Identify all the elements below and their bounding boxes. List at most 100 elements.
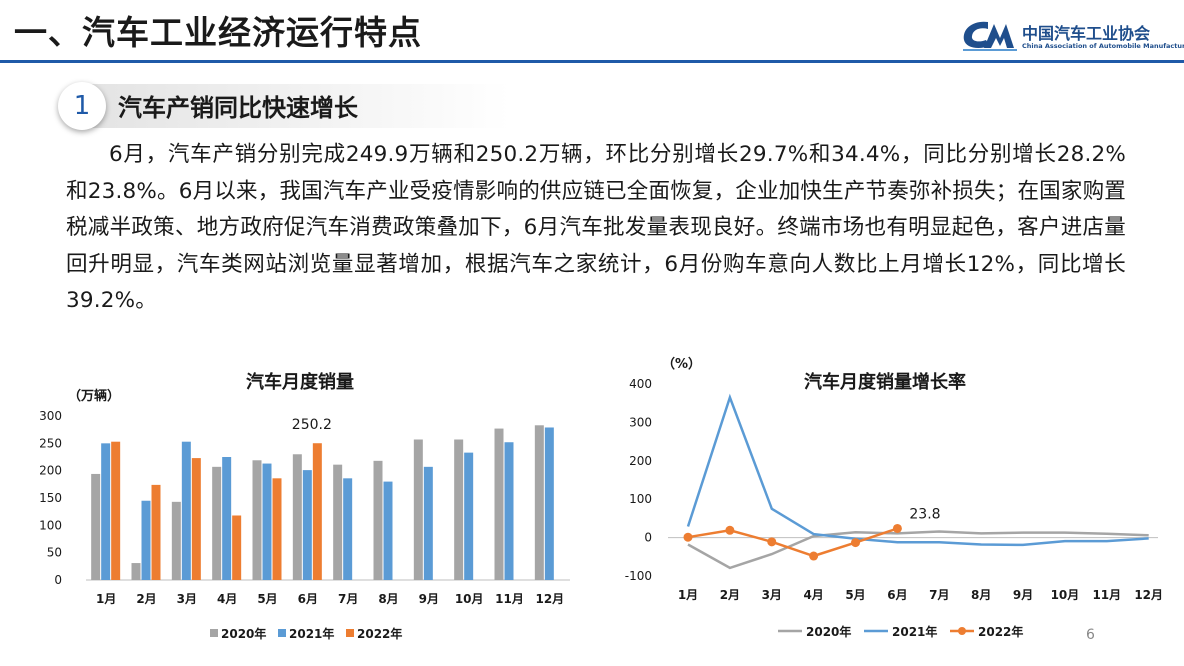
marker-2022年-1月 [683,532,693,542]
data-label-250-2: 250.2 [292,417,332,433]
bar-2020年-3月 [171,501,181,580]
marker-2022年-5月 [851,538,861,548]
line-chart-ylabel: （%） [662,356,701,372]
x-tick-label: 5月 [845,588,865,602]
legend-label-2020年: 2020年 [806,624,851,639]
x-tick-label: 3月 [177,592,197,606]
page-number: 6 [1086,627,1095,643]
y-tick-label: 0 [644,531,652,545]
legend-label-2021年: 2021年 [289,626,334,641]
x-tick-label: 4月 [217,592,237,606]
y-tick-label: 250 [39,436,62,450]
bar-2022年-5月 [272,478,282,580]
bar-2021年-8月 [383,481,393,580]
x-tick-label: 12月 [535,592,564,606]
page-title: 一、汽车工业经济运行特点 [14,13,422,52]
section-title: 汽车产销同比快速增长 [118,94,358,122]
legend-swatch-2020年 [210,629,218,637]
body-paragraph: 6月，汽车产销分别完成249.9万辆和250.2万辆，环比分别增长29.7%和3… [66,142,1126,313]
bar-2021年-10月 [464,452,474,580]
bar-2022年-6月 [312,443,322,580]
y-tick-label: 200 [39,464,62,478]
monthly-growth-line-chart: 汽车月度销量增长率 （%） -100 0 100 200 300 400 1月 2月 3月 4月 5月 6… [625,356,1163,639]
bar-2020年-10月 [454,439,464,580]
bar-2022年-1月 [111,441,121,580]
y-tick-label: 200 [629,454,652,468]
legend-label-2021年: 2021年 [892,624,937,639]
caam-logo: 中国汽车工业协会 China Association of Automobile… [960,14,1184,58]
legend-swatch-2022年 [346,629,354,637]
x-tick-label: 6月 [298,592,318,606]
legend-label-2022年: 2022年 [978,624,1023,639]
caam-logo-icon [963,21,1017,51]
x-tick-label: 11月 [495,592,524,606]
y-tick-label: 100 [629,492,652,506]
bar-2022年-4月 [232,515,242,580]
section-heading-bar [80,84,510,128]
x-tick-label: 12月 [1134,588,1163,602]
bar-2021年-5月 [262,463,272,580]
x-tick-label: 10月 [1051,588,1080,602]
x-tick-label: 2月 [720,588,740,602]
x-tick-label: 10月 [455,592,484,606]
bar-2020年-12月 [534,425,544,580]
bar-2021年-7月 [343,478,353,580]
x-tick-label: 8月 [971,588,991,602]
logo-text-en: China Association of Automobile Manufact… [1022,42,1184,50]
y-tick-label: -100 [625,569,652,583]
line-2020年 [687,530,1149,570]
y-tick-label: 150 [39,491,62,505]
bar-2020年-7月 [333,464,343,580]
line-chart-title: 汽车月度销量增长率 [804,371,966,393]
bar-2022年-3月 [191,458,201,580]
marker-2022年-3月 [767,537,777,547]
y-tick-label: 100 [39,518,62,532]
x-tick-label: 6月 [887,588,907,602]
x-tick-label: 1月 [678,588,698,602]
marker-2022年-4月 [809,551,819,561]
data-label-23-8: 23.8 [909,506,940,522]
bar-2020年-1月 [91,473,101,580]
bar-2020年-4月 [212,466,222,580]
x-tick-label: 2月 [136,592,156,606]
marker-2022年-2月 [725,525,735,535]
bar-2021年-2月 [141,500,151,580]
bar-2021年-6月 [302,470,312,580]
x-tick-label: 8月 [378,592,398,606]
legend-label-2022年: 2022年 [357,626,402,641]
bar-2020年-6月 [292,454,302,580]
x-tick-label: 5月 [257,592,277,606]
line-2021年 [686,393,1149,547]
bar-chart-ylabel: （万辆） [68,388,120,404]
header-divider [0,60,1184,63]
legend-label-2020年: 2020年 [221,626,266,641]
bar-2020年-2月 [131,563,141,580]
x-tick-label: 3月 [762,588,782,602]
bar-2020年-5月 [252,460,262,580]
bar-2020年-9月 [413,439,423,580]
bar-2021年-1月 [101,443,111,580]
bar-2020年-11月 [494,428,504,580]
bar-2021年-9月 [423,466,433,580]
y-tick-label: 0 [54,573,62,587]
line-2022年 [687,527,898,558]
x-tick-label: 9月 [1013,588,1033,602]
x-tick-label: 9月 [419,592,439,606]
bar-2020年-8月 [373,460,383,580]
x-tick-label: 11月 [1092,588,1121,602]
bar-chart-title: 汽车月度销量 [246,371,354,393]
bar-2021年-3月 [181,441,191,580]
y-tick-label: 400 [629,377,652,391]
bar-2022年-2月 [151,484,161,580]
marker-2022年-6月 [892,523,902,533]
bar-2021年-12月 [544,427,554,580]
monthly-sales-bar-chart: 汽车月度销量 （万辆） 0 50 100 150 200 250 300 1月 2月 3月 4月 5月 6月… [39,371,570,641]
logo-text-cn: 中国汽车工业协会 [1022,24,1151,43]
y-tick-label: 300 [39,409,62,423]
x-tick-label: 7月 [929,588,949,602]
y-tick-label: 50 [47,546,62,560]
x-tick-label: 1月 [96,592,116,606]
x-tick-label: 4月 [803,588,823,602]
section-number: 1 [58,82,106,130]
legend-marker-2022年 [958,627,966,635]
